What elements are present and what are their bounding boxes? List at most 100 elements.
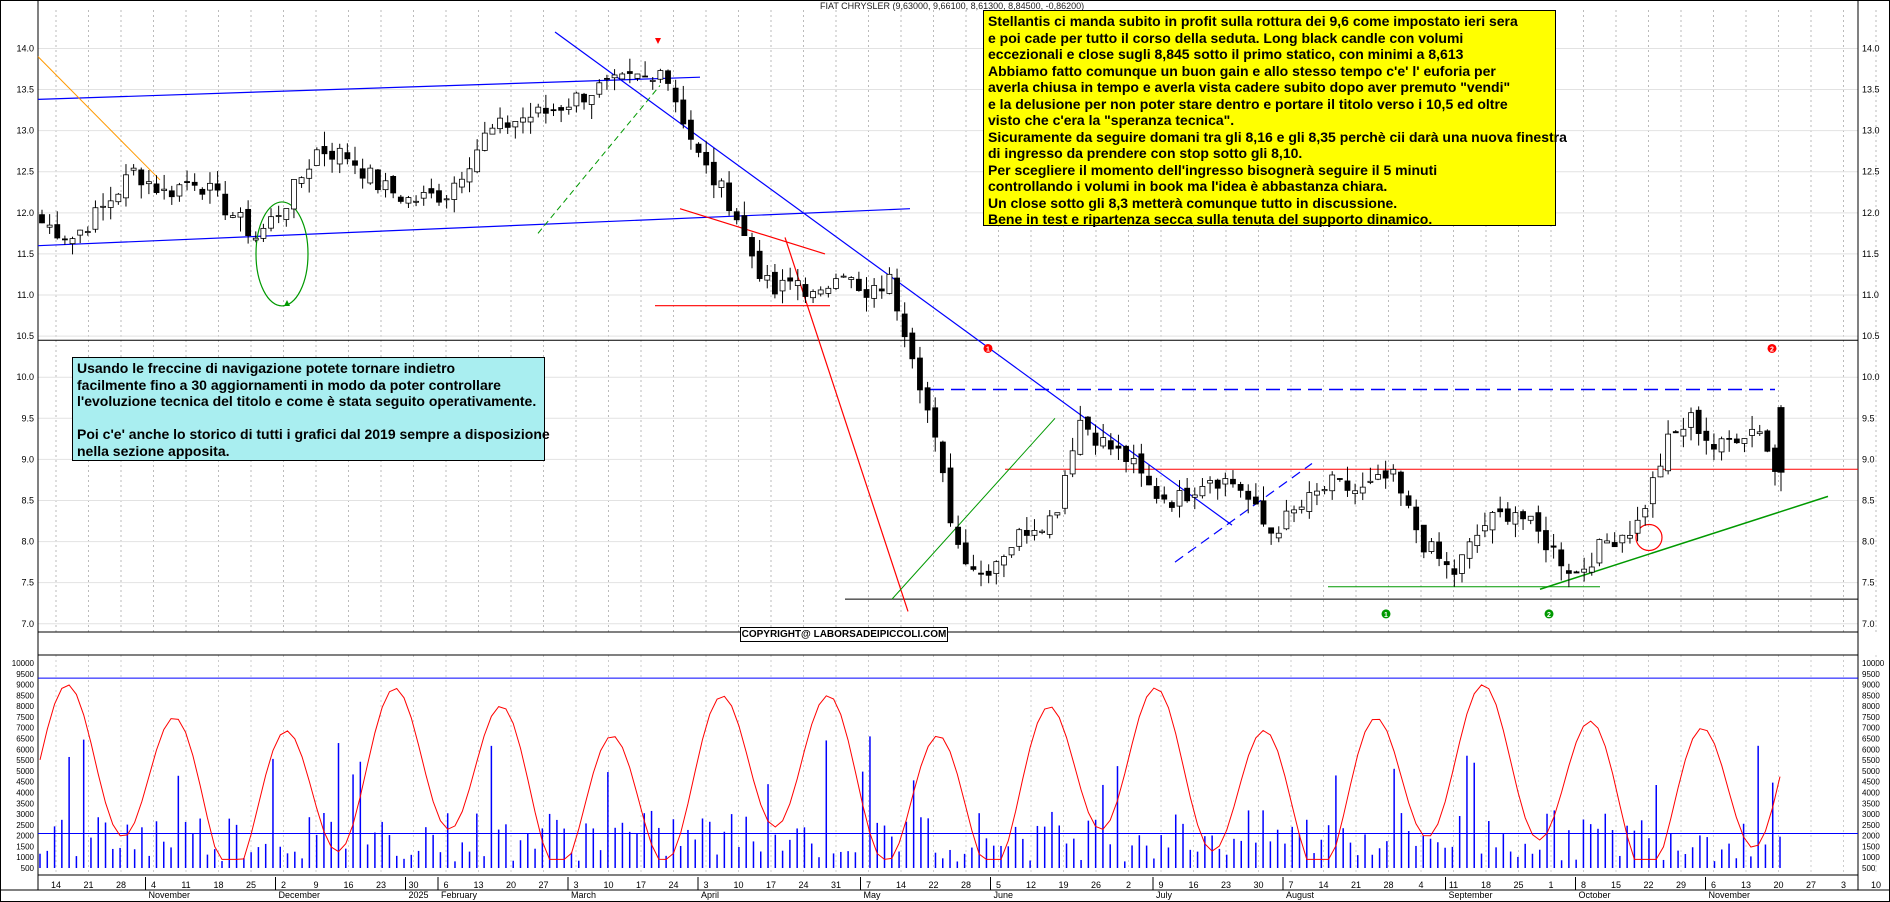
x-tick-label: 16 bbox=[1188, 880, 1198, 890]
x-tick-label: 8 bbox=[1581, 880, 1586, 890]
candle-body bbox=[1283, 510, 1290, 530]
candle-body bbox=[436, 190, 442, 203]
candle-body bbox=[1146, 475, 1152, 486]
candle-body bbox=[1428, 541, 1435, 552]
marker-dot bbox=[1544, 609, 1554, 619]
candle-body bbox=[1749, 428, 1755, 436]
indicator-tick-label: 2000 bbox=[16, 832, 34, 841]
candle-body bbox=[329, 150, 336, 160]
y-tick-label: 11.0 bbox=[17, 290, 34, 300]
candle-body bbox=[1359, 486, 1366, 494]
candle-body bbox=[550, 109, 557, 112]
x-tick-label: 2 bbox=[281, 880, 286, 890]
x-tick-label: 18 bbox=[213, 880, 223, 890]
x-tick-label: 21 bbox=[1351, 880, 1361, 890]
candle-body bbox=[710, 161, 717, 186]
candle-body bbox=[1459, 554, 1465, 574]
indicator-tick-label-right: 10000 bbox=[1862, 659, 1885, 668]
orange-trend-line bbox=[37, 56, 161, 181]
indicator-tick-label: 5000 bbox=[16, 767, 34, 776]
x-tick-label: 7 bbox=[866, 880, 871, 890]
candle-body bbox=[840, 275, 847, 278]
indicator-tick-label-right: 4000 bbox=[1862, 788, 1880, 797]
marker-label: 2 bbox=[1770, 346, 1774, 353]
candle-body bbox=[1298, 506, 1305, 510]
candle-body bbox=[497, 117, 503, 130]
candle-body bbox=[1436, 541, 1442, 559]
candle-body bbox=[1649, 477, 1656, 505]
candle-body bbox=[168, 190, 175, 198]
x-tick-label: 14 bbox=[896, 880, 906, 890]
x-tick-label: 23 bbox=[376, 880, 386, 890]
candle-body bbox=[1413, 506, 1420, 531]
copyright-label: COPYRIGHT@ LABORSADEIPICCOLI.COM bbox=[740, 627, 948, 642]
candle-body bbox=[107, 200, 114, 208]
candle-body bbox=[161, 188, 168, 191]
indicator-tick-label: 6500 bbox=[16, 735, 34, 744]
indicator-tick-label: 6000 bbox=[16, 745, 34, 754]
candle-body bbox=[680, 99, 687, 125]
candle-body bbox=[794, 280, 801, 286]
candle-body bbox=[558, 107, 565, 111]
candle-body bbox=[1520, 511, 1526, 520]
candle-body bbox=[1642, 508, 1649, 518]
marker-label: 2 bbox=[1547, 612, 1551, 619]
candle-body bbox=[1077, 419, 1084, 455]
candle-body bbox=[1291, 509, 1297, 514]
y-tick-label-right: 9.0 bbox=[1862, 454, 1875, 464]
candle-body bbox=[1665, 433, 1672, 472]
indicator-tick-label-right: 1000 bbox=[1862, 853, 1880, 862]
indicator-tick-label: 500 bbox=[21, 864, 35, 873]
x-tick-label: 30 bbox=[1253, 880, 1263, 890]
candle-body bbox=[1627, 535, 1633, 539]
x-tick-label: 10 bbox=[603, 880, 613, 890]
candle-body bbox=[932, 407, 939, 438]
candle-body bbox=[749, 237, 755, 257]
x-tick-label: 24 bbox=[668, 880, 678, 890]
candle-body bbox=[321, 146, 328, 155]
candle-body bbox=[542, 107, 549, 114]
candle-body bbox=[1176, 490, 1183, 507]
x-tick-label: 11 bbox=[1449, 880, 1458, 890]
candle-body bbox=[1634, 519, 1641, 534]
candle-body bbox=[573, 92, 580, 107]
x-tick-label: 2 bbox=[1126, 880, 1131, 890]
indicator-tick-label-right: 5000 bbox=[1862, 767, 1880, 776]
candle-body bbox=[481, 132, 488, 151]
axes: 14 21 28 4 11 18 25 2 9 16 23 30 6 13 20 27 3 10 17 24 3 10 17… bbox=[12, 43, 1885, 900]
candle-body bbox=[825, 287, 832, 294]
candle-body bbox=[1344, 480, 1351, 491]
candle-body bbox=[1168, 502, 1175, 508]
candle-body bbox=[1565, 570, 1572, 574]
blue-dash-triangle bbox=[1174, 463, 1313, 563]
candle-body bbox=[420, 192, 427, 199]
y-tick-label-right: 12.0 bbox=[1862, 208, 1880, 218]
x-tick-label: 25 bbox=[1513, 880, 1523, 890]
x-tick-label: 12 bbox=[1026, 880, 1036, 890]
indicator-tick-label-right: 6000 bbox=[1862, 745, 1880, 754]
candle-body bbox=[810, 291, 816, 299]
x-tick-label: 6 bbox=[443, 880, 448, 890]
candle-body bbox=[199, 188, 206, 195]
candle-body bbox=[802, 284, 809, 297]
x-tick-label: 17 bbox=[766, 880, 776, 890]
candle-body bbox=[145, 181, 152, 185]
x-tick-label: 3 bbox=[703, 880, 708, 890]
y-tick-label-right: 7.5 bbox=[1862, 578, 1875, 588]
candle-body bbox=[886, 273, 893, 294]
downtrend-line bbox=[554, 31, 1233, 526]
y-tick-label: 8.5 bbox=[21, 495, 34, 505]
candle-body bbox=[130, 167, 137, 171]
candle-body bbox=[1398, 471, 1404, 494]
candle-body bbox=[1726, 437, 1733, 440]
month-label: October bbox=[1579, 890, 1611, 900]
candle-body bbox=[1443, 561, 1450, 566]
candle-body bbox=[1054, 512, 1061, 516]
marker-dot bbox=[983, 343, 993, 353]
y-tick-label-right: 8.0 bbox=[1862, 537, 1875, 547]
candle-body bbox=[291, 179, 297, 210]
candle-body bbox=[1016, 529, 1023, 547]
candle-body bbox=[69, 238, 76, 245]
x-tick-label: 27 bbox=[538, 880, 548, 890]
candle-body bbox=[1153, 486, 1160, 499]
